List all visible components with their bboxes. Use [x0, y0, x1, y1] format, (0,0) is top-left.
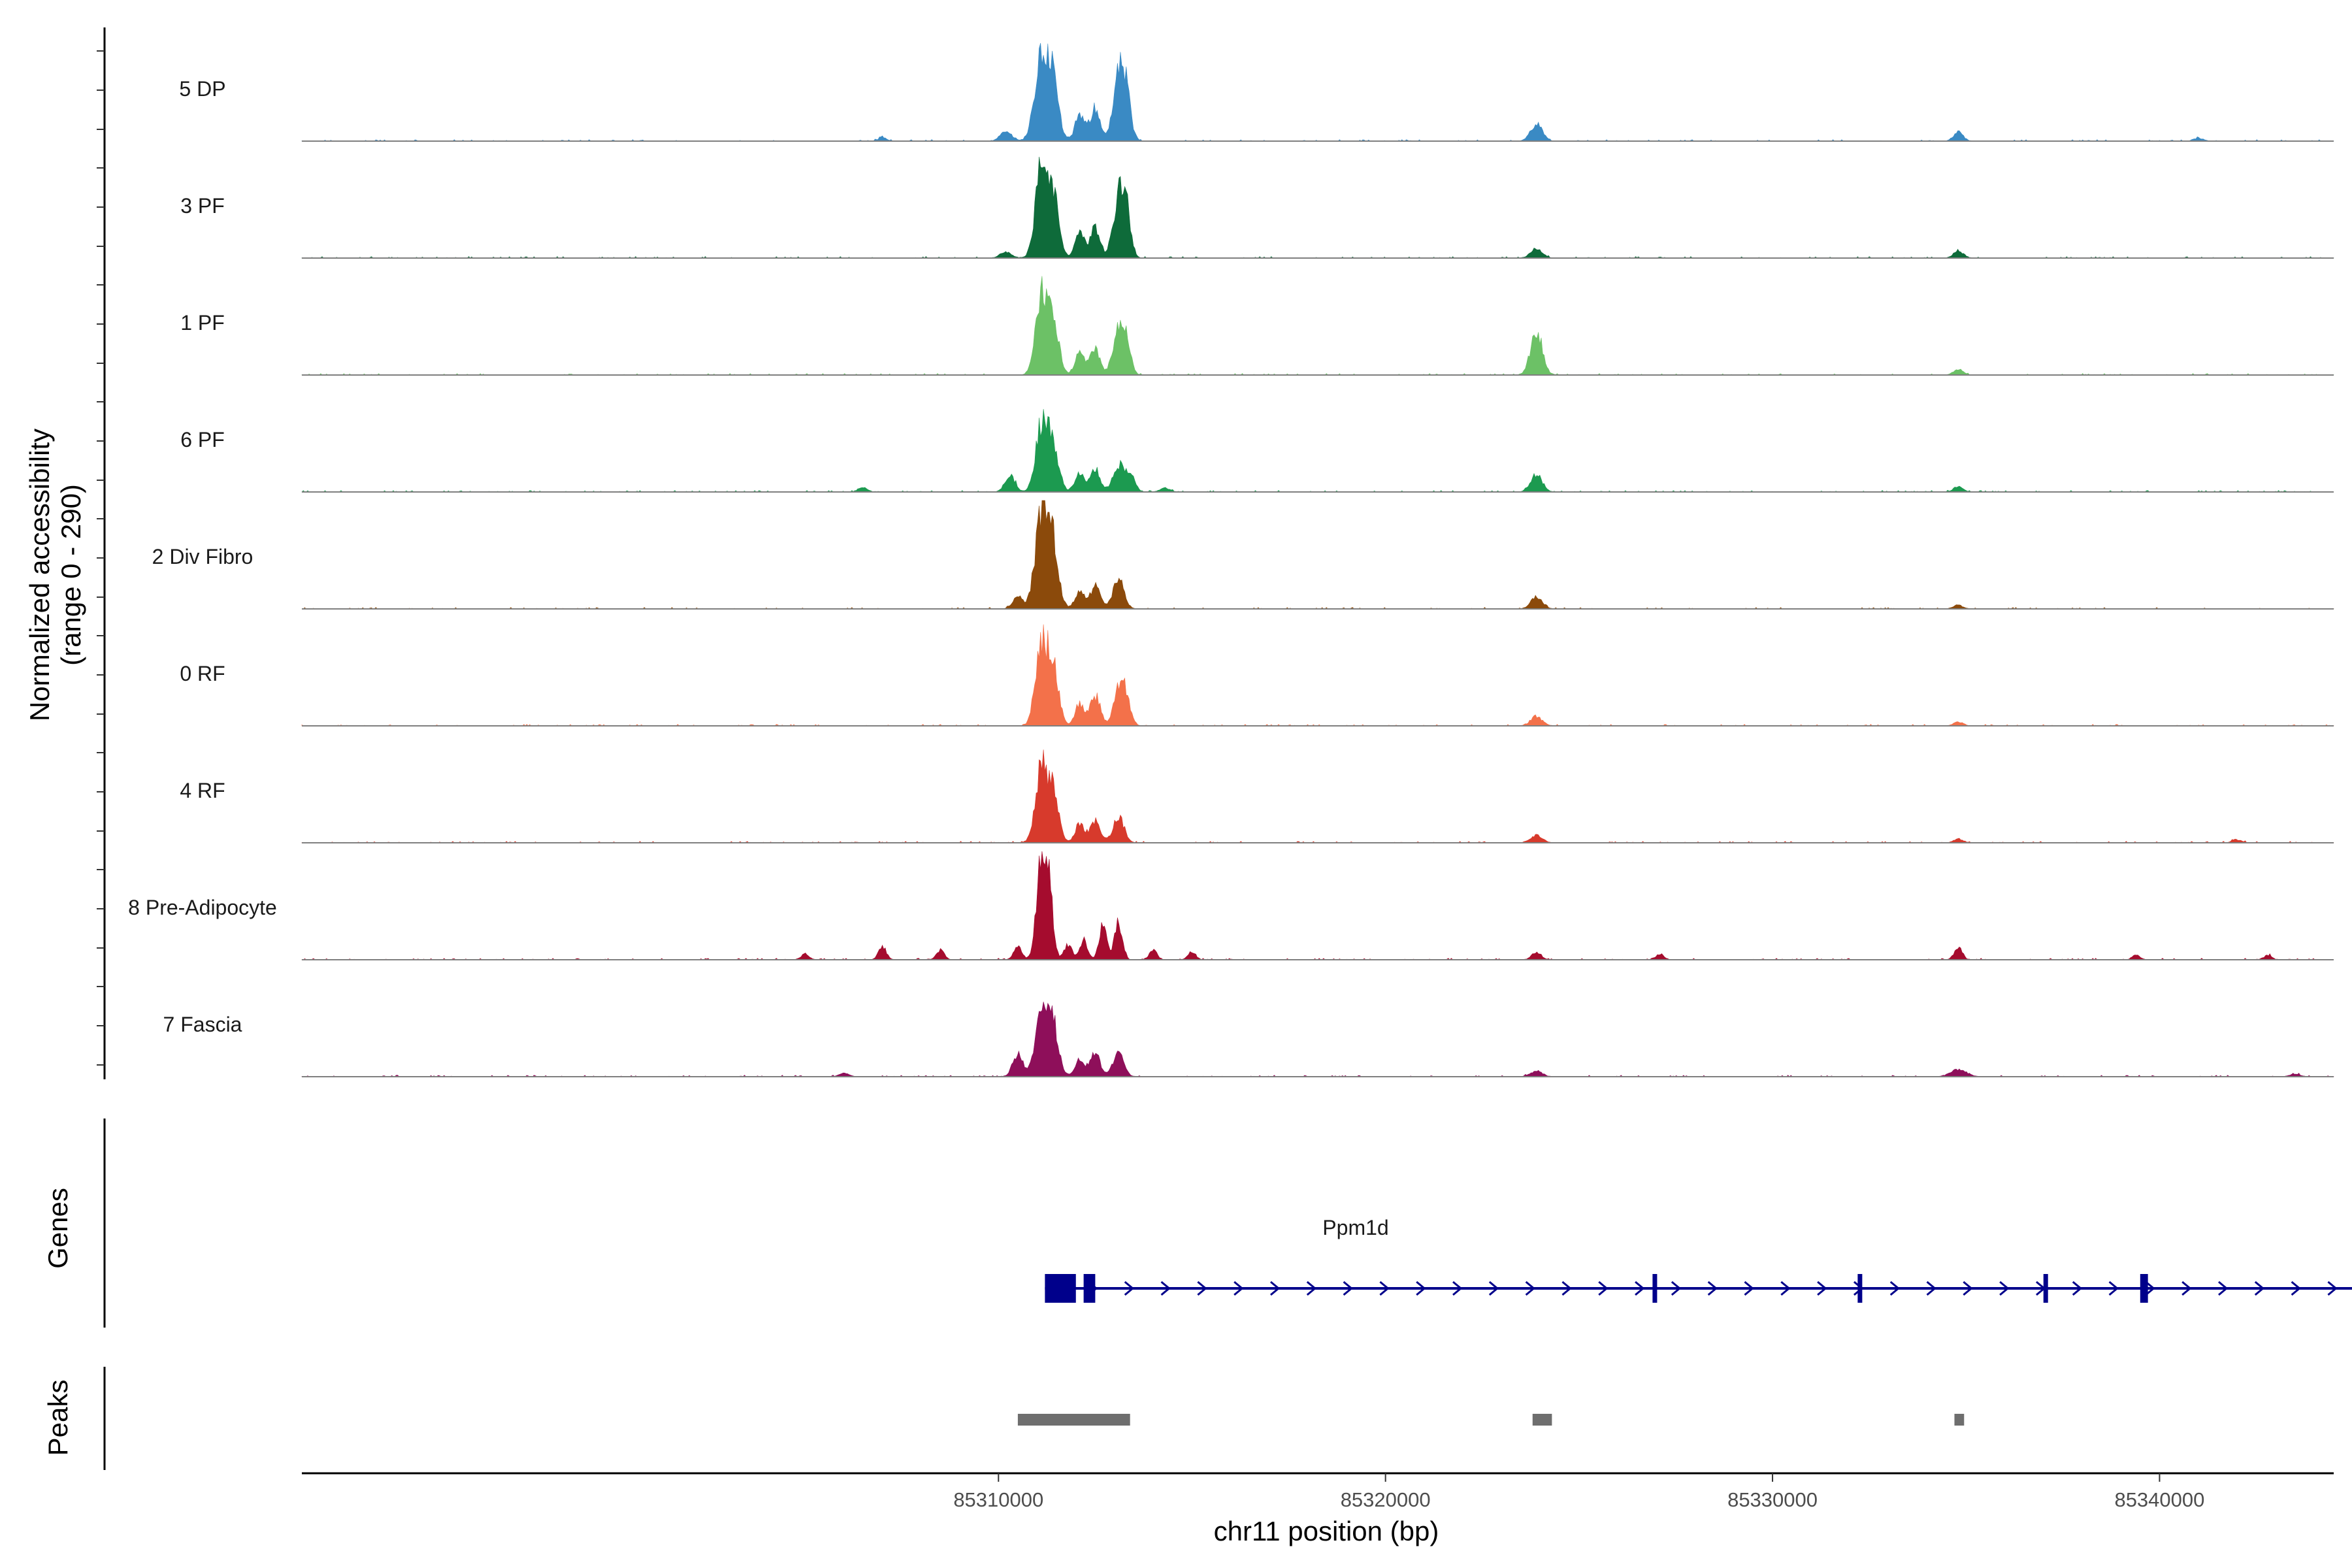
x-axis-title: chr11 position (bp): [1214, 1516, 1439, 1546]
strand-arrow: [1525, 1281, 1535, 1296]
peaks-track: [103, 1367, 1965, 1470]
track-label: 0 RF: [180, 662, 225, 685]
x-tick-label: 85330000: [1727, 1488, 1818, 1511]
track-3-pf: 3 PF: [180, 157, 2334, 259]
gene-exon: [1045, 1274, 1076, 1303]
strand-arrow: [1889, 1281, 1901, 1296]
strand-arrow: [1561, 1281, 1572, 1296]
x-axis: 85310000 85320000 85330000 85340000: [302, 1472, 2334, 1511]
track-1-pf: 1 PF: [180, 276, 2334, 376]
coverage-area: [301, 1002, 2334, 1077]
strand-arrow: [1233, 1281, 1244, 1296]
strand-arrow: [2145, 1281, 2155, 1296]
strand-arrow: [2072, 1281, 2083, 1296]
strand-arrow: [2291, 1281, 2301, 1296]
strand-arrow: [1306, 1281, 1317, 1296]
gene-exon: [2043, 1274, 2048, 1303]
gene-exon: [1083, 1274, 1096, 1303]
track-6-pf: 6 PF: [180, 409, 2334, 493]
strand-arrow: [1671, 1281, 1682, 1296]
strand-arrow: [1379, 1281, 1390, 1296]
coverage-area: [301, 409, 2334, 493]
genes-track-title: Genes: [42, 1188, 73, 1269]
strand-arrow: [2108, 1281, 2119, 1296]
strand-arrow: [1780, 1281, 1791, 1296]
gene-exon: [2140, 1274, 2148, 1303]
strand-arrow: [2218, 1281, 2229, 1296]
track-label: 7 Fascia: [163, 1013, 242, 1036]
y-axis-title-range: (range 0 - 290): [56, 484, 86, 666]
strand-arrow: [2254, 1281, 2265, 1296]
track-label: 6 PF: [180, 428, 225, 451]
gene-exon: [1652, 1274, 1658, 1303]
strand-arrow: [1817, 1281, 1827, 1296]
track-0-rf: 0 RF: [180, 624, 2334, 727]
track-label: 2 Div Fibro: [152, 545, 253, 568]
track-label: 8 Pre-Adipocyte: [128, 896, 277, 919]
track-7-fascia: 7 Fascia: [163, 1002, 2334, 1077]
strand-arrow: [1270, 1281, 1281, 1296]
strand-arrow: [1999, 1281, 2010, 1296]
strand-arrow: [1963, 1281, 1973, 1296]
strand-arrow: [1926, 1281, 1936, 1296]
coverage-area: [301, 500, 2334, 610]
track-8-pre-adipocyte: 8 Pre-Adipocyte: [128, 851, 2334, 960]
track-label: 3 PF: [180, 194, 225, 218]
strand-arrow: [1452, 1281, 1463, 1296]
gene-name-label: Ppm1d: [1322, 1216, 1388, 1239]
coverage-y-axis: [97, 27, 106, 1079]
strand-arrow: [1343, 1281, 1353, 1296]
x-tick-label: 85340000: [2114, 1488, 2204, 1511]
x-tick-label: 85320000: [1341, 1488, 1431, 1511]
peak-region: [1954, 1414, 1965, 1426]
coverage-tracks: 5 DP 3 PF 1 PF 6 PF 2 Div Fibro 0 RF 4 RF 8 Pre…: [128, 42, 2334, 1077]
strand-arrow: [1488, 1281, 1499, 1296]
strand-arrow: [1197, 1281, 1207, 1296]
y-axis-title-main: Normalized accessibility: [24, 429, 55, 721]
strand-arrow: [2327, 1281, 2338, 1296]
peak-region: [1017, 1414, 1130, 1426]
gene-exon: [1857, 1274, 1863, 1303]
track-label: 4 RF: [180, 779, 225, 802]
strand-arrow: [2181, 1281, 2192, 1296]
peaks-track-title: Peaks: [42, 1380, 73, 1456]
strand-arrow: [1635, 1281, 1645, 1296]
coverage-area: [301, 749, 2334, 843]
strand-arrow: [1416, 1281, 1426, 1296]
track-4-rf: 4 RF: [180, 749, 2334, 843]
x-tick-label: 85310000: [953, 1488, 1043, 1511]
strand-arrow: [1124, 1281, 1135, 1296]
track-2-div-fibro: 2 Div Fibro: [152, 500, 2334, 610]
strand-arrow: [1744, 1281, 1754, 1296]
track-5-dp: 5 DP: [179, 42, 2334, 142]
coverage-area: [301, 624, 2334, 727]
gene-track: Ppm1d: [103, 1119, 2352, 1328]
strand-arrow: [1160, 1281, 1171, 1296]
track-label: 1 PF: [180, 311, 225, 335]
strand-arrow: [1707, 1281, 1718, 1296]
coverage-area: [301, 851, 2334, 960]
y-axis-title: Normalized accessibility (range 0 - 290): [24, 429, 86, 721]
coverage-area: [301, 157, 2334, 259]
coverage-area: [301, 276, 2334, 376]
peak-region: [1532, 1414, 1552, 1426]
strand-arrow: [1598, 1281, 1609, 1296]
track-label: 5 DP: [179, 77, 225, 101]
coverage-area: [301, 42, 2334, 142]
